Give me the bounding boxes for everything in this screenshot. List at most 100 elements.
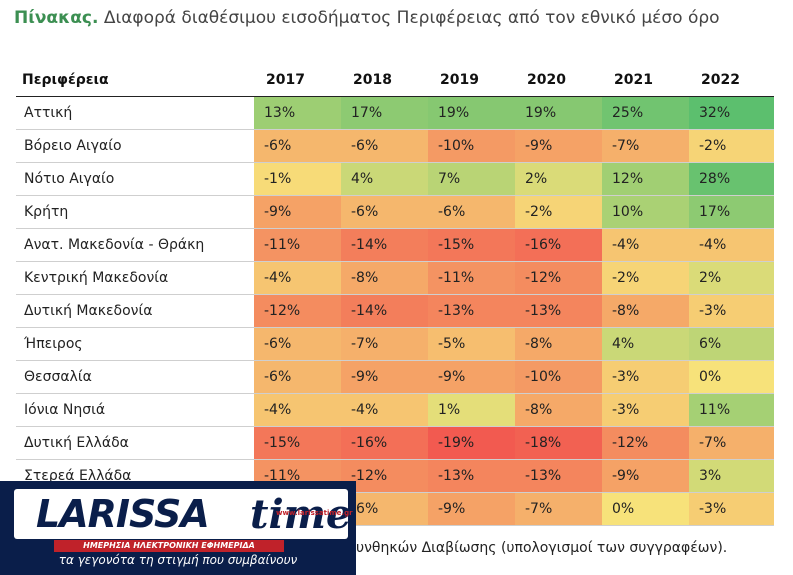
year-header: 2020 (515, 64, 602, 97)
value-cell: -13% (515, 459, 602, 493)
value-cell: -11% (428, 261, 515, 295)
value-cell: 2% (689, 261, 774, 295)
value-cell: -3% (602, 360, 689, 394)
table-row: Ιόνια Νησιά -4% -4% 1% -8% -3% 11% (16, 393, 774, 427)
table-row: Ανατ. Μακεδονία - Θράκη -11% -14% -15% -16% -… (16, 228, 774, 262)
region-name: Δυτική Μακεδονία (16, 294, 254, 328)
region-name: Ήπειρος (16, 327, 254, 361)
logo-main-panel: LARISSA time www.larissatime.gr (14, 489, 353, 539)
year-header: 2019 (428, 64, 515, 97)
region-header: Περιφέρεια (16, 64, 254, 97)
value-cell: -1% (254, 162, 341, 196)
table-row: Δυτική Μακεδονία -12% -14% -13% -13% -8% -3% (16, 294, 774, 328)
title-text: Διαφορά διαθέσιμου εισοδήματος Περιφέρει… (103, 8, 720, 28)
value-cell: -7% (341, 327, 428, 361)
table-row: Βόρειο Αιγαίο -6% -6% -10% -9% -7% -2% (16, 129, 774, 163)
value-cell: -8% (515, 393, 602, 427)
value-cell: -9% (428, 492, 515, 526)
year-header: 2018 (341, 64, 428, 97)
larissatime-logo: LARISSA time www.larissatime.gr ΗΜΕΡΗΣΙΑ… (0, 481, 356, 575)
table-row: Αττική 13% 17% 19% 19% 25% 32% (16, 96, 774, 130)
value-cell: 7% (428, 162, 515, 196)
value-cell: -6% (341, 129, 428, 163)
value-cell: -8% (602, 294, 689, 328)
value-cell: -18% (515, 426, 602, 460)
value-cell: -14% (341, 228, 428, 262)
table-row: Κρήτη -9% -6% -6% -2% 10% 17% (16, 195, 774, 229)
value-cell: 19% (515, 96, 602, 130)
value-cell: -16% (341, 426, 428, 460)
table-row: Θεσσαλία -6% -9% -9% -10% -3% 0% (16, 360, 774, 394)
value-cell: -4% (602, 228, 689, 262)
value-cell: 17% (689, 195, 774, 229)
region-name: Κρήτη (16, 195, 254, 229)
value-cell: 12% (602, 162, 689, 196)
value-cell: -6% (254, 129, 341, 163)
logo-wordmark: LARISSA (36, 492, 210, 536)
value-cell: 4% (341, 162, 428, 196)
value-cell: -12% (254, 294, 341, 328)
logo-band: ΗΜΕΡΗΣΙΑ ΗΛΕΚΤΡΟΝΙΚΗ ΕΦΗΜΕΡΙΔΑ (54, 540, 284, 552)
value-cell: -9% (602, 459, 689, 493)
value-cell: -3% (689, 492, 774, 526)
value-cell: -4% (341, 393, 428, 427)
value-cell: -4% (254, 261, 341, 295)
source-note: υνθηκών Διαβίωσης (υπολογισμοί των συγγρ… (356, 540, 728, 556)
page-title: Πίνακας. Διαφορά διαθέσιμου εισοδήματος … (14, 8, 720, 28)
value-cell: 11% (689, 393, 774, 427)
value-cell: -4% (254, 393, 341, 427)
value-cell: -6% (341, 195, 428, 229)
region-name: Ανατ. Μακεδονία - Θράκη (16, 228, 254, 262)
value-cell: 1% (428, 393, 515, 427)
value-cell: 19% (428, 96, 515, 130)
value-cell: 13% (254, 96, 341, 130)
region-name: Θεσσαλία (16, 360, 254, 394)
value-cell: -4% (689, 228, 774, 262)
region-name: Νότιο Αιγαίο (16, 162, 254, 196)
table-row: Δυτική Ελλάδα -15% -16% -19% -18% -12% -7% (16, 426, 774, 460)
value-cell: -6% (254, 327, 341, 361)
value-cell: -3% (689, 294, 774, 328)
value-cell: -13% (428, 459, 515, 493)
income-table: Περιφέρεια 2017 2018 2019 2020 2021 2022 Αττι… (16, 64, 774, 526)
region-name: Αττική (16, 96, 254, 130)
value-cell: -6% (254, 360, 341, 394)
value-cell: -14% (341, 294, 428, 328)
title-lead: Πίνακας. (14, 8, 99, 28)
value-cell: -9% (254, 195, 341, 229)
region-name: Βόρειο Αιγαίο (16, 129, 254, 163)
value-cell: -10% (515, 360, 602, 394)
value-cell: 0% (602, 492, 689, 526)
value-cell: -15% (254, 426, 341, 460)
value-cell: -7% (602, 129, 689, 163)
region-name: Δυτική Ελλάδα (16, 426, 254, 460)
value-cell: 10% (602, 195, 689, 229)
value-cell: -8% (515, 327, 602, 361)
value-cell: 32% (689, 96, 774, 130)
value-cell: -13% (428, 294, 515, 328)
year-header: 2021 (602, 64, 689, 97)
value-cell: -10% (428, 129, 515, 163)
logo-url: www.larissatime.gr (276, 509, 353, 517)
value-cell: -2% (515, 195, 602, 229)
value-cell: -3% (602, 393, 689, 427)
value-cell: -7% (689, 426, 774, 460)
value-cell: 25% (602, 96, 689, 130)
value-cell: -9% (428, 360, 515, 394)
value-cell: -2% (602, 261, 689, 295)
value-cell: -13% (515, 294, 602, 328)
value-cell: -5% (428, 327, 515, 361)
value-cell: -19% (428, 426, 515, 460)
value-cell: -11% (254, 228, 341, 262)
value-cell: 17% (341, 96, 428, 130)
value-cell: -12% (602, 426, 689, 460)
logo-time-word: time (250, 491, 352, 538)
value-cell: -9% (515, 129, 602, 163)
value-cell: 2% (515, 162, 602, 196)
value-cell: -16% (515, 228, 602, 262)
value-cell: 0% (689, 360, 774, 394)
header-row: Περιφέρεια 2017 2018 2019 2020 2021 2022 (16, 64, 774, 97)
value-cell: -12% (515, 261, 602, 295)
value-cell: 6% (689, 327, 774, 361)
value-cell: -9% (341, 360, 428, 394)
